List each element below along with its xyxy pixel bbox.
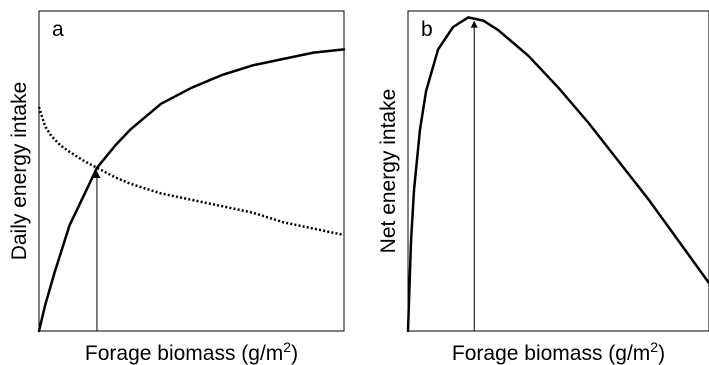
plot-frame-b — [407, 10, 709, 332]
series-line-b-solid — [406, 16, 709, 333]
panel-letter-b: b — [421, 18, 433, 41]
panel-a: a Forage biomass (g/m2) Daily energy intak… — [8, 10, 346, 365]
series-line-a-dotted — [37, 106, 345, 237]
arrow-head-b — [470, 20, 478, 28]
x-axis-label-b: Forage biomass (g/m2) — [452, 339, 665, 365]
panel-b: b Forage biomass (g/m2) Net energy intake — [377, 10, 709, 365]
series-line-a-solid — [37, 48, 346, 333]
y-axis-label-a: Daily energy intake — [8, 82, 31, 261]
x-axis-label-a: Forage biomass (g/m2) — [85, 339, 298, 365]
arrow-head-a — [93, 171, 101, 178]
panel-letter-a: a — [52, 18, 64, 41]
plot-frame-a — [38, 10, 345, 332]
y-axis-label-b: Net energy intake — [377, 89, 400, 254]
